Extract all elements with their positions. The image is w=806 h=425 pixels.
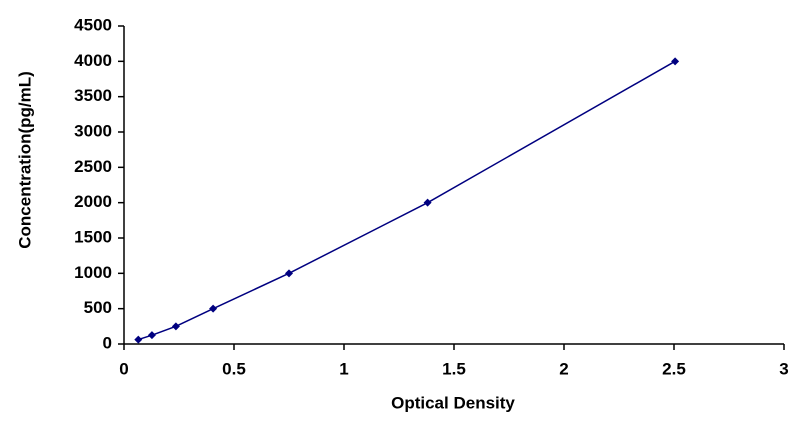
y-tick-label: 4000 xyxy=(74,51,112,70)
y-tick-label: 1000 xyxy=(74,263,112,282)
x-tick-label: 2 xyxy=(559,359,568,378)
y-tick-label: 0 xyxy=(103,333,112,352)
y-tick-label: 3500 xyxy=(74,86,112,105)
data-point xyxy=(134,335,143,344)
x-tick-label: 1 xyxy=(339,359,348,378)
x-axis-label: Optical Density xyxy=(391,393,515,412)
data-point xyxy=(671,57,680,66)
y-tick-label: 3000 xyxy=(74,121,112,140)
data-point xyxy=(147,331,156,340)
y-axis-label: Concentration(pg/mL) xyxy=(15,71,34,249)
data-point xyxy=(209,304,218,313)
y-tick-label: 2500 xyxy=(74,157,112,176)
x-tick-label: 0 xyxy=(119,359,128,378)
x-tick-label: 0.5 xyxy=(222,359,246,378)
y-tick-label: 4500 xyxy=(74,15,112,34)
y-tick-label: 2000 xyxy=(74,192,112,211)
y-tick-label: 1500 xyxy=(74,227,112,246)
x-tick-label: 2.5 xyxy=(662,359,686,378)
data-point xyxy=(171,322,180,331)
x-tick-label: 1.5 xyxy=(442,359,466,378)
data-point xyxy=(285,269,293,278)
y-tick-label: 500 xyxy=(84,298,112,317)
x-tick-label: 3 xyxy=(779,359,788,378)
data-point xyxy=(423,198,432,207)
